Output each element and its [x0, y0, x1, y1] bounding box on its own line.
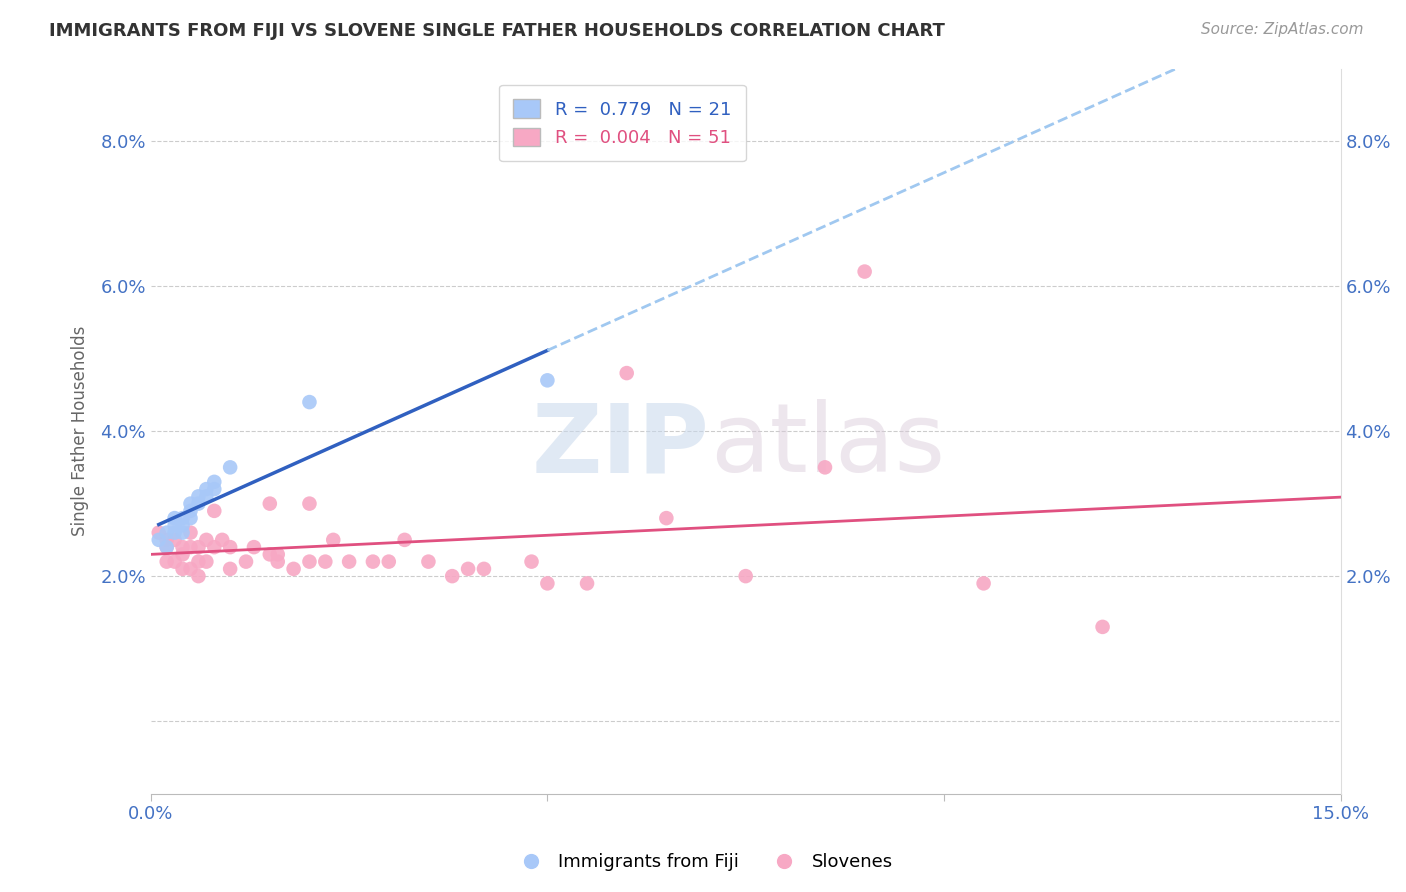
Point	[576, 576, 599, 591]
Point	[211, 533, 233, 547]
Point	[195, 489, 218, 503]
Point	[655, 511, 678, 525]
Point	[322, 533, 344, 547]
Point	[457, 562, 479, 576]
Point	[536, 576, 558, 591]
Text: ZIP: ZIP	[531, 399, 710, 492]
Text: Source: ZipAtlas.com: Source: ZipAtlas.com	[1201, 22, 1364, 37]
Point	[172, 540, 194, 554]
Point	[195, 555, 218, 569]
Point	[187, 569, 209, 583]
Point	[814, 460, 837, 475]
Point	[298, 497, 321, 511]
Point	[853, 264, 876, 278]
Point	[172, 562, 194, 576]
Point	[378, 555, 401, 569]
Point	[219, 460, 242, 475]
Point	[179, 497, 201, 511]
Point	[536, 373, 558, 387]
Point	[172, 525, 194, 540]
Point	[195, 482, 218, 496]
Point	[283, 562, 305, 576]
Point	[148, 533, 170, 547]
Point	[219, 562, 242, 576]
Point	[179, 525, 201, 540]
Point	[202, 540, 225, 554]
Point	[267, 547, 290, 561]
Point	[734, 569, 756, 583]
Point	[267, 555, 290, 569]
Point	[259, 547, 281, 561]
Point	[163, 518, 186, 533]
Point	[314, 555, 336, 569]
Point	[616, 366, 638, 380]
Point	[195, 533, 218, 547]
Point	[156, 533, 179, 547]
Point	[187, 497, 209, 511]
Point	[148, 525, 170, 540]
Text: IMMIGRANTS FROM FIJI VS SLOVENE SINGLE FATHER HOUSEHOLDS CORRELATION CHART: IMMIGRANTS FROM FIJI VS SLOVENE SINGLE F…	[49, 22, 945, 40]
Point	[298, 395, 321, 409]
Point	[472, 562, 495, 576]
Point	[156, 540, 179, 554]
Point	[156, 525, 179, 540]
Point	[235, 555, 257, 569]
Text: atlas: atlas	[710, 399, 945, 492]
Point	[243, 540, 266, 554]
Point	[361, 555, 384, 569]
Point	[187, 540, 209, 554]
Point	[179, 540, 201, 554]
Point	[163, 555, 186, 569]
Point	[172, 518, 194, 533]
Point	[973, 576, 995, 591]
Point	[163, 533, 186, 547]
Point	[172, 511, 194, 525]
Point	[298, 555, 321, 569]
Point	[337, 555, 360, 569]
Point	[394, 533, 416, 547]
Point	[202, 504, 225, 518]
Point	[187, 489, 209, 503]
Point	[418, 555, 440, 569]
Point	[163, 511, 186, 525]
Point	[202, 482, 225, 496]
Legend: Immigrants from Fiji, Slovenes: Immigrants from Fiji, Slovenes	[506, 847, 900, 879]
Point	[179, 511, 201, 525]
Point	[441, 569, 464, 583]
Point	[1091, 620, 1114, 634]
Point	[163, 525, 186, 540]
Point	[156, 540, 179, 554]
Point	[187, 555, 209, 569]
Point	[219, 540, 242, 554]
Point	[179, 562, 201, 576]
Legend: R =  0.779   N = 21, R =  0.004   N = 51: R = 0.779 N = 21, R = 0.004 N = 51	[499, 85, 745, 161]
Point	[156, 555, 179, 569]
Point	[202, 475, 225, 489]
Point	[179, 504, 201, 518]
Y-axis label: Single Father Households: Single Father Households	[72, 326, 89, 536]
Point	[172, 547, 194, 561]
Point	[520, 555, 543, 569]
Point	[259, 497, 281, 511]
